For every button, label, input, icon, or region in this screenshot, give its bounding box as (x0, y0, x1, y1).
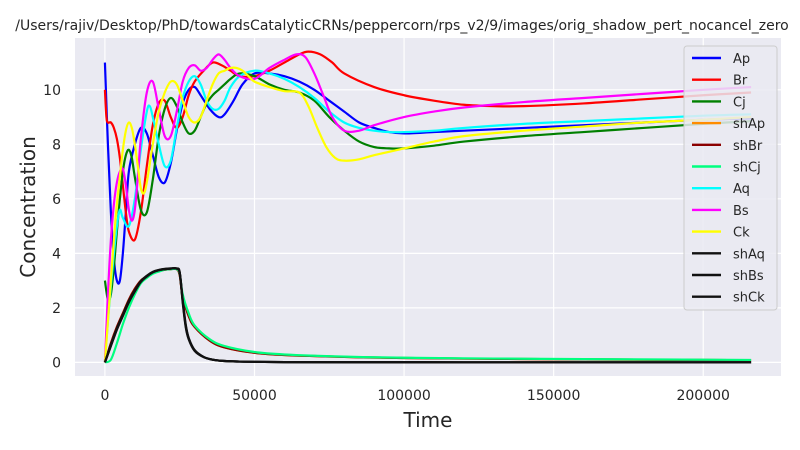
y-tick-label: 4 (52, 246, 61, 262)
y-tick-label: 6 (52, 192, 61, 208)
series-lines (103, 50, 752, 364)
legend-item: Ck (692, 226, 750, 241)
plot-area (75, 38, 781, 376)
x-tick-label: 0 (100, 388, 109, 404)
legend-label: Cj (733, 95, 746, 110)
legend-item: Br (692, 74, 748, 89)
series-line-shck (103, 267, 752, 364)
x-tick-label: 100000 (377, 388, 430, 404)
y-axis-ticks: 0 2 4 6 8 10 (43, 83, 61, 372)
legend-item: shCk (692, 291, 765, 306)
y-axis-label: Concentration (16, 136, 40, 277)
legend-label: Bs (733, 204, 749, 219)
x-tick-label: 50000 (232, 388, 277, 404)
y-tick-label: 2 (52, 301, 61, 317)
chart-title: /Users/rajiv/Desktop/PhD/towardsCatalyti… (15, 18, 789, 34)
y-tick-label: 0 (52, 355, 61, 371)
series-line-aq (103, 69, 752, 363)
legend-label: shCk (733, 291, 765, 306)
y-tick-label: 10 (43, 83, 61, 99)
legend-item: shBr (692, 139, 763, 154)
x-axis-label: Time (403, 408, 453, 432)
legend-label: Br (733, 74, 748, 89)
legend-label: Ck (733, 226, 750, 241)
legend: Ap Br Cj shAp shBr shCj Aq Bs Ck shAq shBs shCk (683, 45, 778, 311)
legend-item: shBs (692, 269, 764, 284)
legend-item: Ap (692, 52, 750, 67)
legend-box (683, 45, 778, 311)
series-line-cj (103, 72, 752, 302)
legend-label: shAp (733, 117, 765, 132)
legend-item: Bs (692, 204, 749, 219)
series-line-ck (103, 66, 752, 363)
y-tick-label: 8 (52, 137, 61, 153)
legend-label: shCj (733, 161, 761, 176)
x-tick-label: 200000 (676, 388, 729, 404)
legend-item: shAq (692, 247, 765, 262)
legend-item: shCj (692, 161, 761, 176)
x-axis-ticks: 0 50000 100000 150000 200000 (100, 388, 729, 404)
legend-label: shBs (733, 269, 764, 284)
series-line-bs (103, 53, 752, 363)
legend-label: Aq (733, 182, 750, 197)
legend-item: Cj (692, 95, 746, 110)
legend-item: Aq (692, 182, 750, 197)
legend-item: shAp (692, 117, 765, 132)
legend-label: shAq (733, 247, 765, 262)
legend-label: shBr (733, 139, 763, 154)
legend-label: Ap (733, 52, 750, 67)
x-tick-label: 150000 (527, 388, 580, 404)
